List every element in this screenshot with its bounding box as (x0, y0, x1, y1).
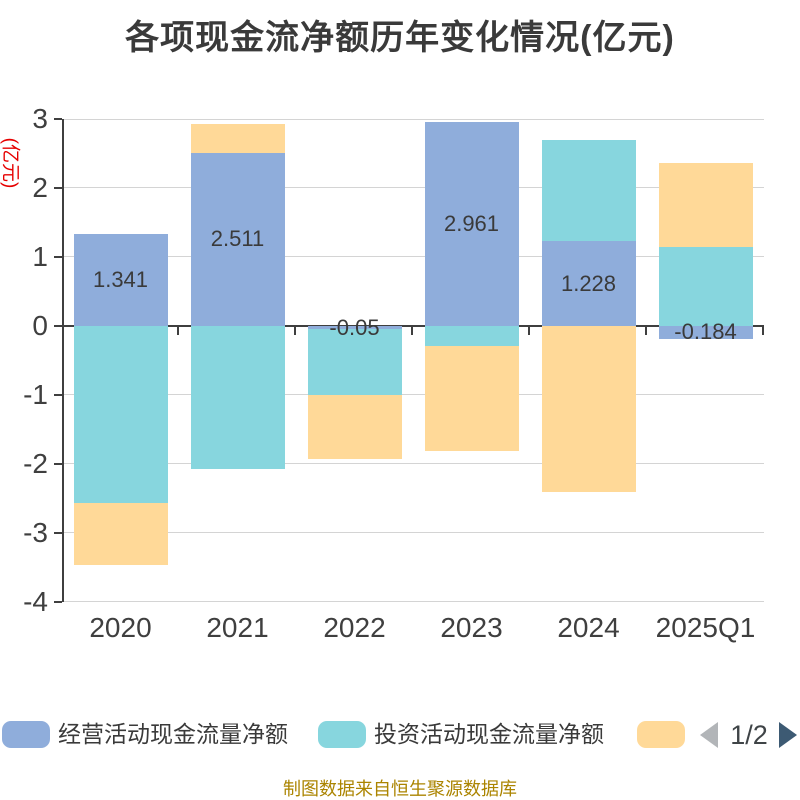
x-axis-tick (177, 326, 179, 335)
bar-value-label: -0.05 (329, 314, 380, 340)
chart-title: 各项现金流净额历年变化情况(亿元) (125, 19, 675, 57)
bar-value-label: 2.961 (443, 210, 500, 236)
legend-label-operating[interactable]: 经营活动现金流量净额 (58, 721, 288, 747)
y-tick-label: 0 (32, 310, 48, 341)
x-axis-zero-line (62, 325, 764, 327)
bar-segment-2021-series2[interactable] (191, 123, 285, 153)
bar-value-label: 2.511 (210, 226, 265, 252)
y-axis-tick (54, 325, 62, 327)
bar-segment-2022-series1[interactable] (308, 329, 402, 395)
legend-swatch-investing[interactable] (318, 721, 366, 748)
y-axis-tick (54, 187, 62, 189)
legend-prev-arrow-icon[interactable] (700, 722, 718, 748)
y-axis-tick (54, 463, 62, 465)
bar-segment-2020-series0[interactable] (74, 233, 168, 326)
bar-segment-2023-series0[interactable] (425, 121, 519, 326)
y-axis-tick (54, 601, 62, 603)
gridline (62, 463, 764, 464)
bar-segment-2023-series2[interactable] (425, 346, 519, 451)
bar-segment-2020-series2[interactable] (74, 502, 168, 566)
gridline (62, 601, 764, 602)
x-axis-tick (645, 326, 647, 335)
gridline (62, 256, 764, 257)
data-source-note: 制图数据来自恒生聚源数据库 (283, 779, 517, 799)
bar-segment-2021-series0[interactable] (191, 152, 285, 326)
bar-segment-2021-series1[interactable] (191, 326, 285, 469)
x-axis-tick (411, 326, 413, 335)
legend-label-investing[interactable]: 投资活动现金流量净额 (374, 721, 604, 747)
y-axis-tick (54, 394, 62, 396)
y-tick-label: -3 (23, 517, 48, 548)
legend-page-indicator: 1/2 (730, 720, 768, 750)
bar-segment-2024-series1[interactable] (542, 139, 636, 242)
x-axis-tick (294, 326, 296, 335)
y-tick-label: -2 (23, 448, 48, 479)
x-tick-label-2025Q1: 2025Q1 (655, 612, 756, 643)
y-tick-label: 2 (32, 172, 48, 203)
legend-next-arrow-icon[interactable] (779, 722, 797, 748)
y-axis-tick (54, 256, 62, 258)
x-tick-label-2024: 2024 (557, 612, 620, 643)
gridline (62, 187, 764, 188)
bar-segment-2023-series1[interactable] (425, 326, 519, 346)
y-axis-tick (54, 118, 62, 120)
gridline (62, 119, 764, 120)
y-tick-label: -1 (23, 379, 48, 410)
bar-segment-2022-series0[interactable] (308, 326, 402, 330)
bar-value-label: 1.228 (560, 270, 617, 296)
y-tick-label: 1 (32, 241, 48, 272)
y-axis-line (62, 119, 64, 602)
bar-segment-2024-series2[interactable] (542, 326, 636, 492)
y-tick-label: -4 (23, 586, 48, 617)
bar-segment-2024-series0[interactable] (542, 241, 636, 326)
bar-segment-2025Q1-series1[interactable] (659, 247, 753, 326)
x-tick-label-2020: 2020 (89, 612, 152, 643)
bar-segment-2022-series2[interactable] (308, 395, 402, 460)
legend-swatch-operating[interactable] (2, 721, 50, 748)
x-tick-label-2023: 2023 (440, 612, 503, 643)
bar-segment-2025Q1-series0[interactable] (659, 326, 753, 339)
plot-area: 1.341 2.511 -0.05 2.961 1.228 -0.184 (62, 119, 764, 602)
y-axis-tick (54, 532, 62, 534)
gridline (62, 532, 764, 533)
legend-swatch-financing[interactable] (637, 721, 685, 748)
x-tick-label-2022: 2022 (323, 612, 386, 643)
x-tick-label-2021: 2021 (206, 612, 269, 643)
gridline (62, 394, 764, 395)
x-axis-tick (762, 326, 764, 335)
x-axis-tick (528, 326, 530, 335)
bar-segment-2020-series1[interactable] (74, 326, 168, 503)
bar-segment-2025Q1-series2[interactable] (659, 163, 753, 248)
bar-value-label: 1.341 (92, 266, 149, 292)
y-tick-label: 3 (32, 103, 48, 134)
bar-value-label: -0.184 (674, 319, 737, 345)
